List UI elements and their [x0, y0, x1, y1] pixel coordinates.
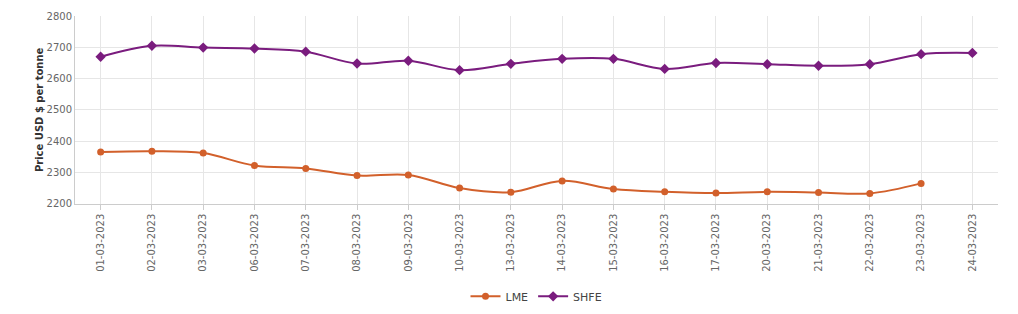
svg-text:SHFE: SHFE — [573, 291, 602, 304]
svg-text:2600: 2600 — [47, 73, 72, 84]
svg-text:LME: LME — [506, 291, 529, 304]
svg-text:23-03-2023: 23-03-2023 — [915, 214, 926, 272]
svg-text:16-03-2023: 16-03-2023 — [659, 214, 670, 272]
svg-text:2700: 2700 — [47, 42, 72, 53]
svg-text:13-03-2023: 13-03-2023 — [505, 214, 516, 272]
svg-text:14-03-2023: 14-03-2023 — [556, 214, 567, 272]
svg-text:2200: 2200 — [47, 198, 72, 209]
svg-text:2500: 2500 — [47, 104, 72, 115]
svg-text:01-03-2023: 01-03-2023 — [95, 214, 106, 272]
svg-text:20-03-2023: 20-03-2023 — [762, 214, 773, 272]
svg-text:03-03-2023: 03-03-2023 — [197, 214, 208, 272]
svg-text:Price USD $ per tonne: Price USD $ per tonne — [34, 47, 45, 172]
svg-text:22-03-2023: 22-03-2023 — [864, 214, 875, 272]
svg-text:2400: 2400 — [47, 136, 72, 147]
svg-text:15-03-2023: 15-03-2023 — [608, 214, 619, 272]
svg-text:17-03-2023: 17-03-2023 — [710, 214, 721, 272]
svg-text:2300: 2300 — [47, 167, 72, 178]
svg-text:24-03-2023: 24-03-2023 — [967, 214, 978, 272]
svg-text:08-03-2023: 08-03-2023 — [351, 214, 362, 272]
svg-text:21-03-2023: 21-03-2023 — [813, 214, 824, 272]
svg-text:2800: 2800 — [47, 11, 72, 22]
svg-text:09-03-2023: 09-03-2023 — [403, 214, 414, 272]
svg-text:02-03-2023: 02-03-2023 — [146, 214, 157, 272]
svg-text:07-03-2023: 07-03-2023 — [300, 214, 311, 272]
svg-text:06-03-2023: 06-03-2023 — [249, 214, 260, 272]
svg-text:10-03-2023: 10-03-2023 — [454, 214, 465, 272]
